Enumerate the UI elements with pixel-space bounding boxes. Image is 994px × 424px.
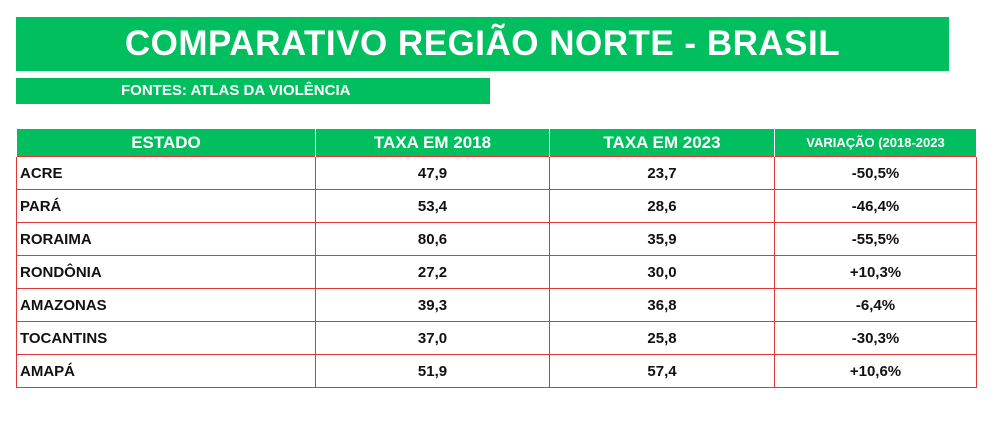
cell-estado: AMAPÁ <box>16 354 316 388</box>
cell-taxa-2023: 23,7 <box>549 156 775 190</box>
column-header-estado: ESTADO <box>16 129 316 157</box>
table-row: AMAZONAS 39,3 36,8 -6,4% <box>16 288 977 322</box>
cell-estado: ACRE <box>16 156 316 190</box>
cell-variacao: +10,6% <box>774 354 977 388</box>
cell-taxa-2023: 36,8 <box>549 288 775 322</box>
cell-estado: TOCANTINS <box>16 321 316 355</box>
cell-estado: PARÁ <box>16 189 316 223</box>
cell-estado: RONDÔNIA <box>16 255 316 289</box>
table-row: RORAIMA 80,6 35,9 -55,5% <box>16 222 977 256</box>
column-header-taxa-2018: TAXA EM 2018 <box>315 129 550 157</box>
cell-estado: AMAZONAS <box>16 288 316 322</box>
column-header-taxa-2023: TAXA EM 2023 <box>549 129 775 157</box>
cell-taxa-2018: 51,9 <box>315 354 550 388</box>
cell-taxa-2018: 80,6 <box>315 222 550 256</box>
cell-variacao: -6,4% <box>774 288 977 322</box>
cell-taxa-2018: 39,3 <box>315 288 550 322</box>
cell-taxa-2023: 25,8 <box>549 321 775 355</box>
cell-variacao: +10,3% <box>774 255 977 289</box>
table-row: ACRE 47,9 23,7 -50,5% <box>16 156 977 190</box>
table-row: TOCANTINS 37,0 25,8 -30,3% <box>16 321 977 355</box>
cell-taxa-2018: 27,2 <box>315 255 550 289</box>
cell-taxa-2023: 35,9 <box>549 222 775 256</box>
comparison-table: ESTADO TAXA EM 2018 TAXA EM 2023 VARIAÇÃ… <box>16 129 977 388</box>
column-header-variacao: VARIAÇÃO (2018-2023 <box>774 129 977 157</box>
cell-variacao: -50,5% <box>774 156 977 190</box>
cell-taxa-2018: 53,4 <box>315 189 550 223</box>
table-row: AMAPÁ 51,9 57,4 +10,6% <box>16 354 977 388</box>
cell-variacao: -46,4% <box>774 189 977 223</box>
source-banner: FONTES: ATLAS DA VIOLÊNCIA <box>16 78 490 104</box>
cell-taxa-2018: 47,9 <box>315 156 550 190</box>
table-row: PARÁ 53,4 28,6 -46,4% <box>16 189 977 223</box>
table-header-row: ESTADO TAXA EM 2018 TAXA EM 2023 VARIAÇÃ… <box>16 129 977 157</box>
source-label: FONTES: ATLAS DA VIOLÊNCIA <box>121 82 351 99</box>
page-title: COMPARATIVO REGIÃO NORTE - BRASIL <box>16 17 949 71</box>
cell-taxa-2023: 30,0 <box>549 255 775 289</box>
cell-taxa-2018: 37,0 <box>315 321 550 355</box>
cell-variacao: -30,3% <box>774 321 977 355</box>
cell-variacao: -55,5% <box>774 222 977 256</box>
cell-taxa-2023: 57,4 <box>549 354 775 388</box>
cell-taxa-2023: 28,6 <box>549 189 775 223</box>
table-row: RONDÔNIA 27,2 30,0 +10,3% <box>16 255 977 289</box>
cell-estado: RORAIMA <box>16 222 316 256</box>
